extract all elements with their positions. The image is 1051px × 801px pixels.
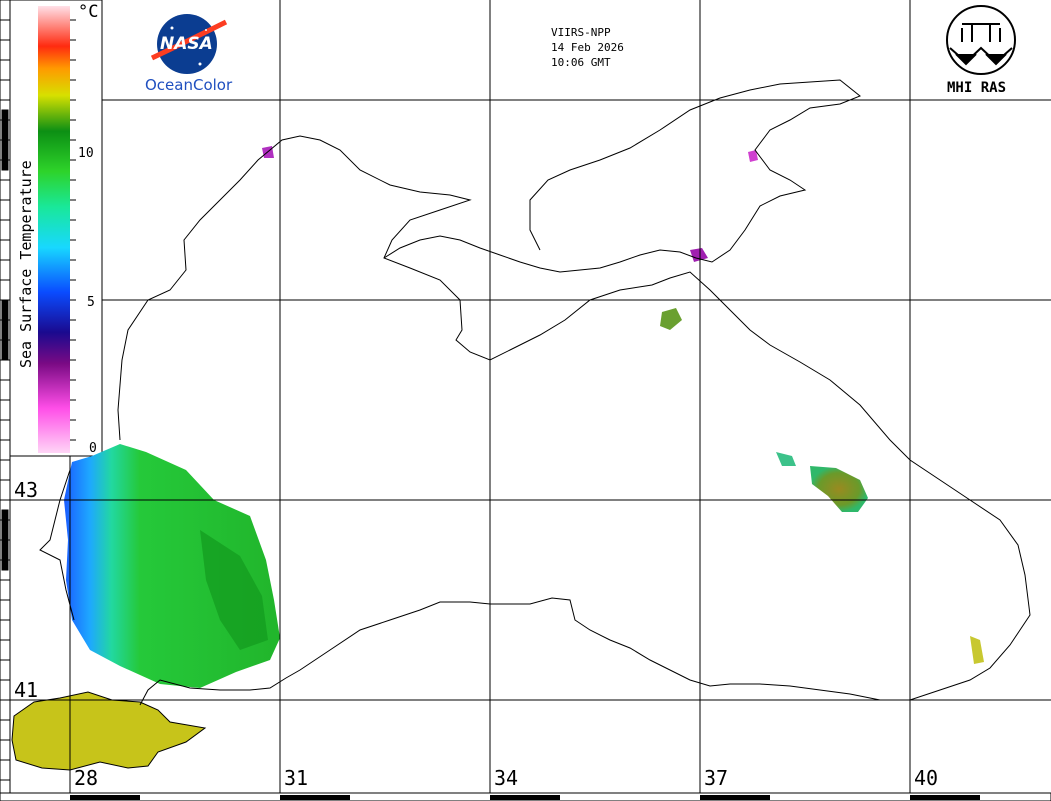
legend-tick-0: 0 <box>89 441 97 456</box>
coastline-black-sea <box>117 135 1031 706</box>
azov-cold-spot-2 <box>748 150 758 162</box>
east-sst-patch-3 <box>660 308 682 330</box>
acquisition-date: 14 Feb 2026 <box>551 41 624 54</box>
legend-tick-10: 10 <box>78 146 94 161</box>
lon-label-34: 34 <box>494 766 519 790</box>
legend-tick-5: 5 <box>87 295 95 310</box>
lon-label-31: 31 <box>284 766 309 790</box>
acquisition-time: 10:06 GMT <box>551 56 611 69</box>
western-sst-warm-core <box>200 530 268 650</box>
east-sst-patch-2 <box>776 452 796 466</box>
east-sst-patch-1 <box>810 466 868 512</box>
satellite-name: VIIRS-NPP <box>551 26 611 39</box>
mhi-ras-label: MHI RAS <box>947 80 1007 96</box>
nasa-wordmark: NASA <box>160 34 213 54</box>
lon-label-40: 40 <box>914 766 939 790</box>
grid-lines <box>10 0 1051 793</box>
coastline-azov <box>529 79 861 263</box>
east-sst-patch-4 <box>970 636 984 664</box>
lon-label-28: 28 <box>74 766 99 790</box>
left-ruler-ticks <box>0 19 10 781</box>
lat-label-41: 41 <box>14 678 39 702</box>
nasa-logo <box>150 14 228 74</box>
bottom-ruler-ticks <box>70 795 980 800</box>
legend-tick-marks <box>70 19 76 441</box>
marmara-sst-patch <box>11 691 207 771</box>
legend-title: Sea Surface Temperature <box>17 160 35 368</box>
legend-unit: °C <box>78 2 99 22</box>
oceancolor-label: OceanColor <box>145 76 233 94</box>
lat-label-43: 43 <box>14 478 39 502</box>
lon-label-37: 37 <box>704 766 729 790</box>
western-sst-patch <box>64 444 280 688</box>
mhi-logo <box>946 5 1016 75</box>
azov-cold-spot <box>690 248 708 262</box>
coastline-crimea <box>383 235 697 273</box>
legend-colorbar <box>38 6 70 453</box>
